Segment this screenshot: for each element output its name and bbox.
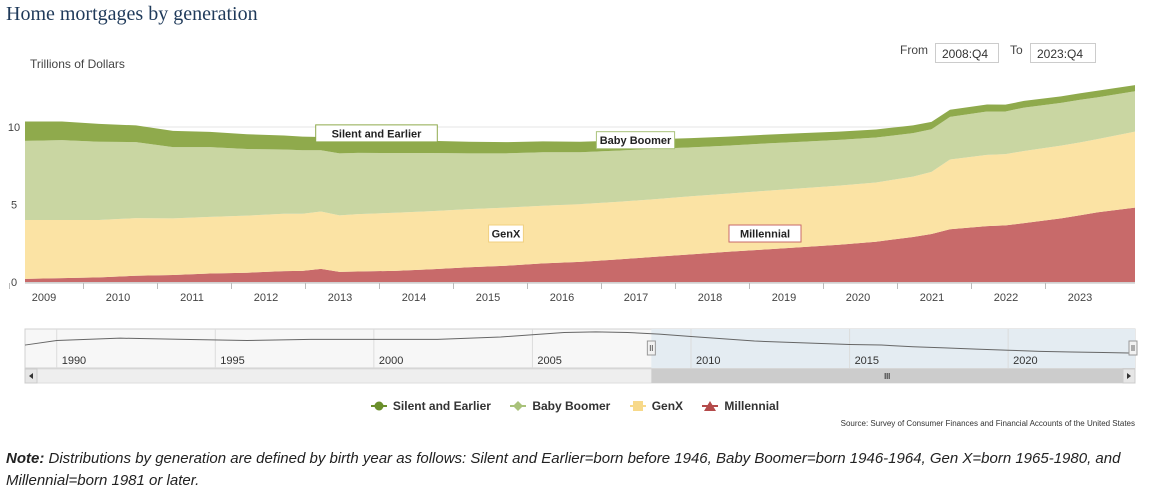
diamond-marker-icon (510, 401, 527, 411)
navigator-tick-label: 2015 (855, 355, 879, 367)
legend-item-millennial[interactable]: Millennial (702, 399, 779, 413)
annotation-millennial: Millennial (728, 224, 802, 243)
handle-box (646, 340, 656, 356)
annotation-label: Baby Boomer (600, 135, 672, 147)
x-tick-label: 2022 (994, 292, 1018, 304)
range-to-input[interactable]: 2023:Q4 (1030, 43, 1096, 63)
note: Note: Distributions by generation are de… (6, 448, 1136, 492)
legend-label: Silent and Earlier (392, 399, 491, 413)
x-tick-label: 2020 (846, 292, 870, 304)
x-tick-label: 2010 (106, 292, 130, 304)
x-tick-label: 2023 (1068, 292, 1092, 304)
x-tick-label: 2014 (402, 292, 426, 304)
range-from-input[interactable]: 2008:Q4 (935, 43, 999, 63)
square-marker-icon (629, 401, 646, 411)
y-tick-label: 5 (11, 199, 17, 211)
y-axis-label: Trillions of Dollars (30, 57, 125, 71)
legend-label: Baby Boomer (532, 399, 611, 413)
navigator-tick-label: 2010 (696, 355, 720, 367)
navigator-tick-label: 1995 (220, 355, 244, 367)
area-genx (25, 131, 1135, 279)
range-to-label: To (1010, 43, 1023, 57)
legend-label: GenX (651, 399, 684, 413)
y-tick-label: 10 (8, 122, 20, 134)
annotation-genx: GenX (488, 224, 524, 243)
navigator-right-handle[interactable] (1128, 340, 1138, 356)
annotation-box (488, 224, 524, 243)
handle-box (1128, 340, 1138, 356)
triangle-marker-icon (702, 401, 719, 411)
navigator-tick-label: 2005 (537, 355, 561, 367)
note-label: Note: (6, 450, 45, 467)
chevron-left-icon (29, 373, 33, 379)
x-tick-label: 2017 (624, 292, 648, 304)
scroll-right-button[interactable] (1122, 368, 1136, 384)
annotation-box (728, 224, 802, 243)
area-silent-and-earlier (25, 85, 1135, 154)
annotation-label: Millennial (740, 229, 790, 241)
navigator-tick-label: 2020 (1013, 355, 1037, 367)
y-tick-label: 0 (11, 277, 17, 289)
navigator[interactable]: 1990 1995 2000 2005 2010 2015 2020 (0, 320, 1150, 400)
navigator-left-handle[interactable] (646, 340, 656, 356)
x-tick-label: 2013 (328, 292, 352, 304)
x-tick-label: 2011 (180, 292, 204, 304)
annotation-label: GenX (492, 229, 521, 241)
annotation-box (595, 131, 676, 150)
navigator-tick-label: 1990 (62, 355, 86, 367)
navigator-selection (651, 329, 1135, 368)
annotation-baby-boomer: Baby Boomer (595, 131, 676, 150)
x-tick-label: 2015 (476, 292, 500, 304)
legend-item-silent[interactable]: Silent and Earlier (370, 399, 491, 413)
annotation-box (315, 124, 438, 143)
chevron-right-icon (1127, 373, 1131, 379)
note-text: Distributions by generation are defined … (6, 450, 1121, 489)
source-text: Source: Survey of Consumer Finances and … (840, 419, 1135, 428)
scroll-left-button[interactable] (24, 368, 38, 384)
main-chart: 2009 2010 2011 2012 2013 2014 2015 2016 2017 2018… (8, 85, 1135, 304)
area-baby-boomer (25, 91, 1135, 220)
x-tick-label: 2012 (254, 292, 278, 304)
circle-marker-icon (370, 401, 387, 411)
navigator-tick-label: 2000 (379, 355, 403, 367)
x-tick-label: 2021 (920, 292, 944, 304)
annotation-label: Silent and Earlier (332, 128, 423, 140)
legend: Silent and Earlier Baby Boomer GenX Mill… (0, 399, 1150, 415)
legend-label: Millennial (724, 399, 780, 413)
chart-title: Home mortgages by generation (6, 3, 258, 25)
legend-item-genx[interactable]: GenX (629, 399, 684, 413)
x-tick-label: 2019 (772, 292, 796, 304)
navigator-series (24, 331, 1136, 354)
legend-item-boomer[interactable]: Baby Boomer (510, 399, 610, 413)
x-tick-label: 2018 (698, 292, 722, 304)
x-tick-label: 2016 (550, 292, 574, 304)
range-from-label: From (900, 43, 928, 57)
annotation-silent-and-earlier: Silent and Earlier (315, 124, 438, 143)
area-millennial (25, 207, 1135, 282)
x-tick-label: 2009 (32, 292, 56, 304)
